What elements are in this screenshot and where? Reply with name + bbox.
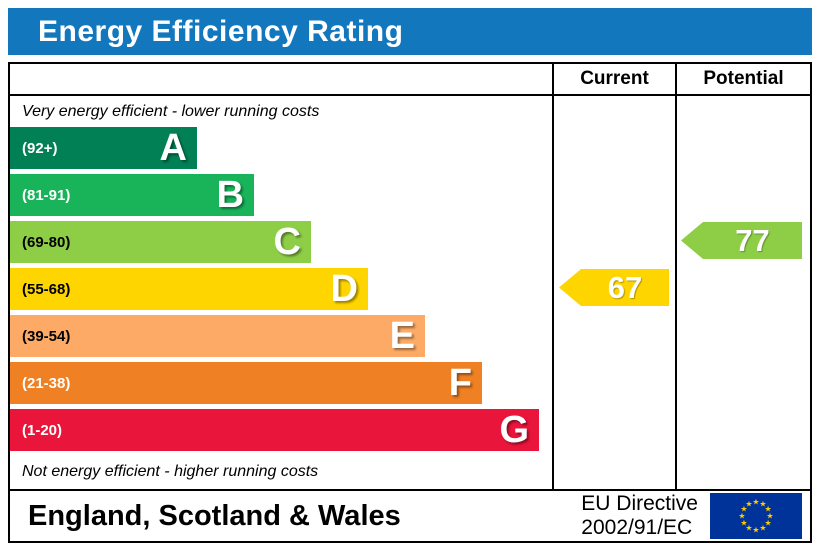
- potential-rating-arrow: 77: [681, 222, 802, 259]
- svg-text:★: ★: [745, 499, 752, 508]
- band-f-range-label: (21-38): [22, 374, 71, 392]
- band-f-letter: F: [448, 362, 472, 404]
- svg-text:★: ★: [759, 524, 766, 533]
- bands-area: Very energy efficient - lower running co…: [10, 96, 552, 489]
- band-d: (55-68) D: [10, 268, 368, 310]
- current-column-header: Current: [552, 64, 675, 96]
- svg-text:★: ★: [766, 512, 773, 521]
- eu-directive-line1: EU Directive: [581, 491, 698, 515]
- band-d-letter: D: [330, 268, 358, 310]
- eu-directive-line2: 2002/91/EC: [581, 516, 693, 539]
- current-rating-arrow: 67: [559, 269, 669, 306]
- band-b-range-label: (81-91): [22, 186, 71, 204]
- band-g-range-label: (1-20): [22, 421, 63, 439]
- title-bar: Energy Efficiency Rating: [8, 8, 812, 55]
- svg-text:★: ★: [765, 505, 772, 514]
- current-column: 67: [552, 96, 675, 489]
- page-title: Energy Efficiency Rating: [38, 14, 404, 48]
- potential-column: 77: [675, 96, 810, 489]
- current-rating-value: 67: [607, 269, 643, 305]
- bands-column-header: [10, 64, 552, 96]
- svg-text:★: ★: [765, 519, 772, 528]
- band-a-range-label: (92+): [22, 139, 58, 157]
- footer: England, Scotland & Wales EU Directive 2…: [8, 489, 812, 543]
- svg-text:★: ★: [745, 524, 752, 533]
- svg-text:★: ★: [740, 519, 747, 528]
- eu-flag: ★ ★ ★ ★ ★ ★ ★ ★ ★ ★ ★ ★: [710, 493, 802, 539]
- band-e-range-label: (39-54): [22, 327, 71, 345]
- top-note: Very energy efficient - lower running co…: [22, 103, 320, 120]
- band-c-letter: C: [273, 221, 301, 263]
- epc-rating-chart: Current Potential Very energy efficient …: [8, 62, 812, 491]
- eu-directive-label: EU Directive 2002/91/EC: [581, 492, 698, 540]
- band-b-letter: B: [216, 174, 244, 216]
- potential-column-header: Potential: [675, 64, 810, 96]
- band-f: (21-38) F: [10, 362, 482, 404]
- bottom-note: Not energy efficient - higher running co…: [22, 463, 319, 480]
- band-c-range-label: (69-80): [22, 233, 71, 251]
- svg-text:★: ★: [740, 505, 747, 514]
- svg-text:★: ★: [738, 512, 745, 521]
- band-e: (39-54) E: [10, 315, 425, 357]
- band-d-range-label: (55-68): [22, 280, 71, 298]
- region-label: England, Scotland & Wales: [28, 499, 401, 532]
- band-b: (81-91) B: [10, 174, 254, 216]
- band-g-letter: G: [499, 409, 529, 451]
- band-a-letter: A: [159, 127, 187, 169]
- band-a: (92+) A: [10, 127, 197, 169]
- band-e-letter: E: [389, 315, 415, 357]
- svg-text:★: ★: [752, 526, 759, 535]
- potential-rating-value: 77: [735, 222, 770, 258]
- band-g: (1-20) G: [10, 409, 539, 451]
- band-c: (69-80) C: [10, 221, 311, 263]
- svg-text:★: ★: [752, 498, 759, 507]
- svg-text:★: ★: [759, 499, 766, 508]
